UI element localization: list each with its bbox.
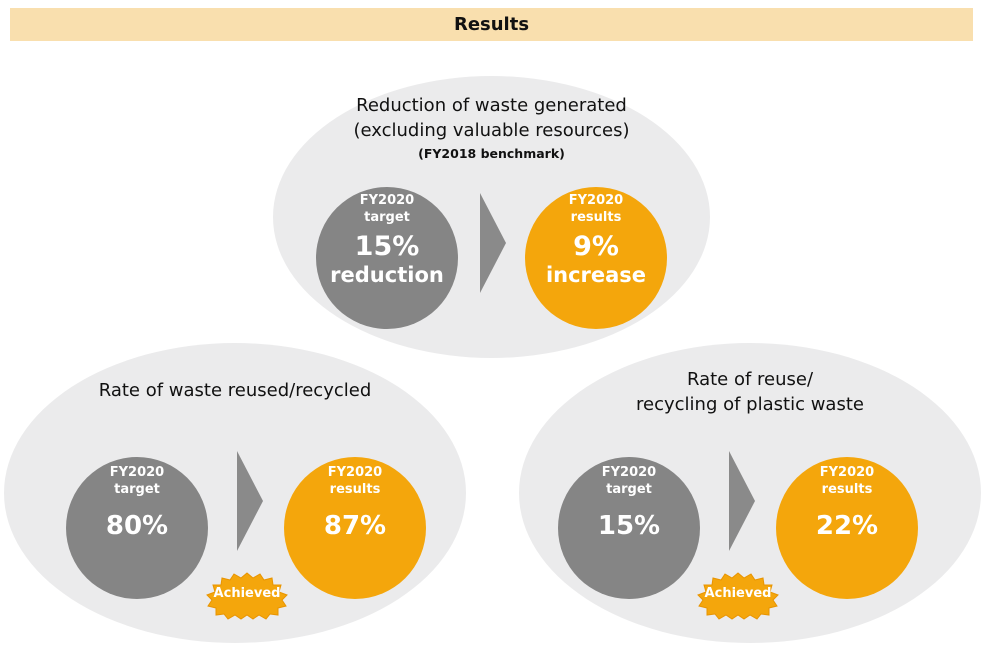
achieved-badge: Achieved [697, 572, 779, 620]
result-value: 22% [815, 511, 879, 541]
result-caption-year: FY2020 [819, 465, 875, 480]
target-value: 15% [597, 511, 661, 541]
target-caption-year: FY2020 [359, 193, 415, 208]
achieved-badge: Achieved [206, 572, 288, 620]
waste-reduction-title-line2: (excluding valuable resources) [353, 120, 630, 141]
plastic-recycling-result-circle: FY2020 results 22% [776, 457, 918, 599]
waste-reduction-result-circle: FY2020 results 9% increase [525, 187, 667, 329]
plastic-recycling-title-line1: Rate of reuse/ [686, 369, 814, 390]
plastic-recycling-target-circle: FY2020 target 15% [558, 457, 700, 599]
target-caption-year: FY2020 [601, 465, 657, 480]
results-header: Results [10, 8, 973, 41]
waste-reduction-target-circle: FY2020 target 15% reduction [316, 187, 458, 329]
result-caption-label: results [329, 482, 381, 497]
target-caption-year: FY2020 [109, 465, 165, 480]
target-unit: reduction [330, 263, 444, 287]
results-title: Results [453, 14, 530, 35]
waste-recycled-title: Rate of waste reused/recycled [4, 378, 466, 403]
plastic-recycling-title: Rate of reuse/ recycling of plastic wast… [519, 367, 981, 417]
starburst-icon [697, 572, 779, 620]
result-unit: increase [545, 263, 647, 287]
result-caption-label: results [821, 482, 873, 497]
benchmark-note: (FY2018 benchmark) [418, 146, 565, 161]
achieved-label: Achieved [704, 586, 772, 601]
target-value: 15% [354, 231, 420, 262]
waste-recycled-title-line1: Rate of waste reused/recycled [98, 380, 372, 401]
starburst-icon [206, 572, 288, 620]
waste-reduction-arrow [480, 193, 506, 293]
result-value: 87% [323, 511, 387, 541]
result-value: 9% [573, 231, 619, 262]
waste-reduction-title: Reduction of waste generated (excluding … [273, 93, 710, 143]
result-caption-year: FY2020 [327, 465, 383, 480]
result-caption-label: results [570, 210, 622, 225]
target-caption-label: target [606, 482, 652, 497]
waste-recycled-target-circle: FY2020 target 80% [66, 457, 208, 599]
plastic-recycling-title-line2: recycling of plastic waste [636, 394, 864, 415]
achieved-label: Achieved [213, 586, 281, 601]
target-value: 80% [105, 511, 169, 541]
target-caption-label: target [114, 482, 160, 497]
target-caption-label: target [364, 210, 410, 225]
waste-reduction-title-line1: Reduction of waste generated [356, 95, 627, 116]
result-caption-year: FY2020 [568, 193, 624, 208]
waste-recycled-result-circle: FY2020 results 87% [284, 457, 426, 599]
waste-recycled-arrow [237, 451, 263, 551]
plastic-recycling-arrow [729, 451, 755, 551]
